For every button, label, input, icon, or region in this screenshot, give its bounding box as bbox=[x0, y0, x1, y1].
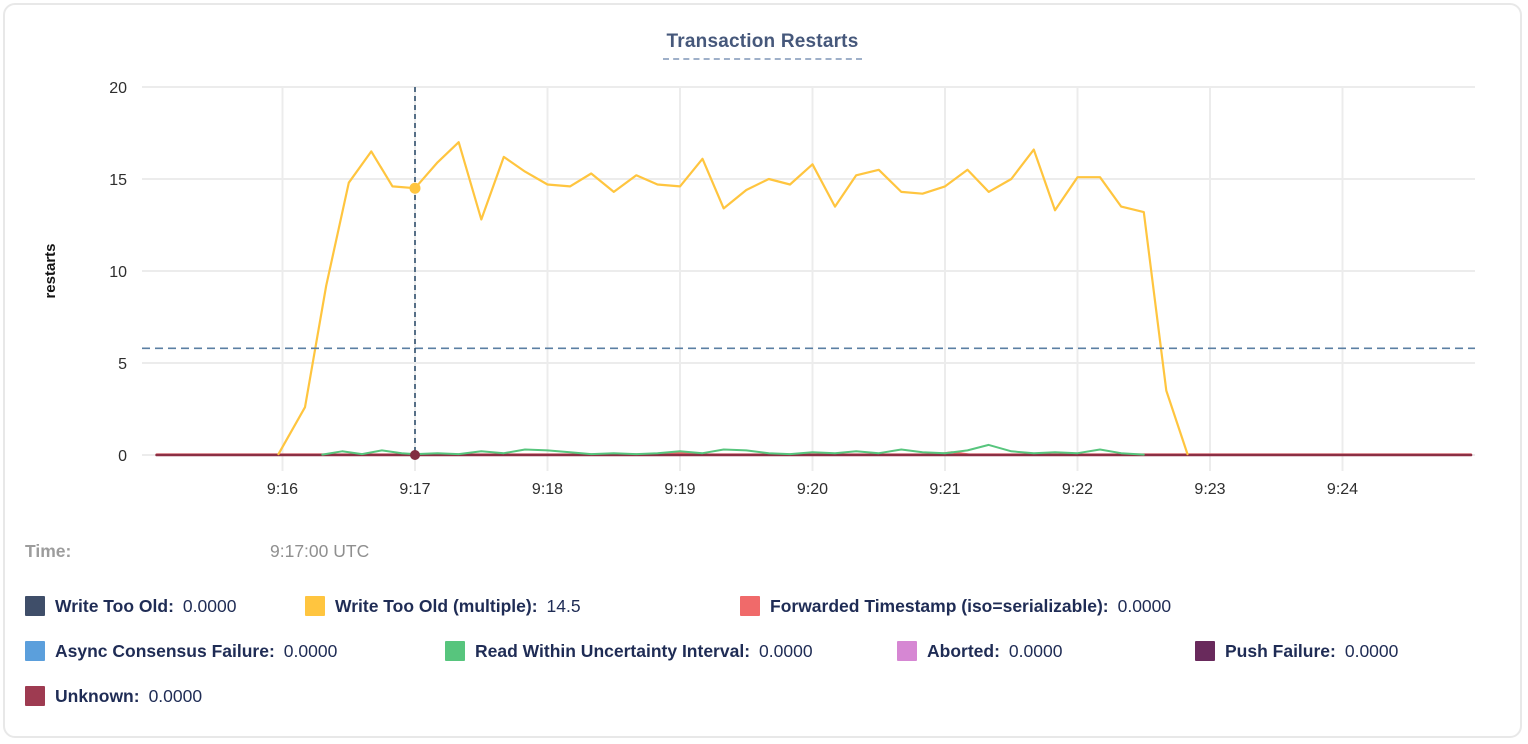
legend-row-1: Write Too Old: 0.0000 Write Too Old (multi… bbox=[25, 594, 1510, 618]
x-tick-label: 9:16 bbox=[267, 481, 298, 498]
hover-marker bbox=[409, 182, 421, 194]
x-tick-label: 9:20 bbox=[797, 481, 828, 498]
legend-item-write-too-old-multiple: Write Too Old (multiple): 14.5 bbox=[305, 596, 740, 617]
legend-item-write-too-old: Write Too Old: 0.0000 bbox=[25, 596, 305, 617]
chart-card: Transaction Restarts 0 5 10 15 20 9:16 9:17 9:1… bbox=[3, 3, 1522, 738]
legend-value: 0.0000 bbox=[1008, 640, 1063, 661]
x-tick-label: 9:23 bbox=[1194, 481, 1225, 498]
legend-swatch-aborted bbox=[897, 641, 917, 661]
x-tick-label: 9:24 bbox=[1327, 481, 1358, 498]
legend-value: 0.0000 bbox=[1117, 595, 1172, 616]
legend-row-3: Unknown: 0.0000 bbox=[25, 684, 1510, 708]
legend-label: Read Within Uncertainty Interval: bbox=[475, 640, 751, 661]
legend-value: 0.0000 bbox=[148, 685, 203, 706]
legend-row-2: Async Consensus Failure: 0.0000 Read Withi… bbox=[25, 639, 1510, 663]
time-value: 9:17:00 UTC bbox=[270, 541, 370, 561]
legend-label: Aborted: bbox=[927, 640, 1000, 661]
legend-swatch-write-too-old-multiple bbox=[305, 596, 325, 616]
y-tick-label: 20 bbox=[109, 80, 127, 97]
legend-swatch-read-within-uncertainty-interval bbox=[445, 641, 465, 661]
legend-swatch-push-failure bbox=[1195, 641, 1215, 661]
legend-label: Async Consensus Failure: bbox=[55, 640, 275, 661]
y-tick-label: 5 bbox=[118, 356, 127, 373]
y-tick-label: 15 bbox=[109, 172, 127, 189]
legend-swatch-unknown bbox=[25, 686, 45, 706]
y-tick-label: 10 bbox=[109, 264, 127, 281]
legend-label: Write Too Old (multiple): bbox=[335, 595, 538, 616]
hover-marker bbox=[410, 450, 420, 460]
y-tick-label: 0 bbox=[118, 448, 127, 465]
x-tick-label: 9:18 bbox=[532, 481, 563, 498]
legend-value: 0.0000 bbox=[283, 640, 338, 661]
chart-title-wrap: Transaction Restarts bbox=[5, 31, 1520, 60]
legend-item-read-within-uncertainty-interval: Read Within Uncertainty Interval: 0.0000 bbox=[445, 641, 897, 662]
legend-item-forwarded-timestamp-iso-serializable: Forwarded Timestamp (iso=serializable): 0… bbox=[740, 596, 1171, 617]
legend-item-push-failure: Push Failure: 0.0000 bbox=[1195, 641, 1398, 662]
hover-time-row: Time: 9:17:00 UTC bbox=[5, 541, 1520, 565]
legend-value: 0.0000 bbox=[759, 640, 813, 661]
x-tick-label: 9:21 bbox=[929, 481, 960, 498]
transaction-restarts-chart[interactable]: 0 5 10 15 20 9:16 9:17 9:18 9:19 9:20 9:21 9:22 9:23… bbox=[5, 5, 1528, 525]
y-axis-title: restarts bbox=[42, 243, 59, 298]
legend-label: Forwarded Timestamp (iso=serializable): bbox=[770, 595, 1109, 616]
legend-item-aborted: Aborted: 0.0000 bbox=[897, 641, 1195, 662]
legend-value: 14.5 bbox=[546, 595, 581, 616]
series-write-too-old-multiple bbox=[277, 141, 1189, 456]
series-read-within-uncertainty-interval bbox=[321, 443, 1145, 456]
x-tick-label: 9:17 bbox=[399, 481, 430, 498]
legend-item-async-consensus-failure: Async Consensus Failure: 0.0000 bbox=[25, 641, 445, 662]
legend-label: Write Too Old: bbox=[55, 595, 174, 616]
x-tick-label: 9:19 bbox=[664, 481, 695, 498]
legend-swatch-write-too-old bbox=[25, 596, 45, 616]
time-label: Time: bbox=[25, 541, 72, 561]
legend-swatch-async-consensus-failure bbox=[25, 641, 45, 661]
legend-label: Unknown: bbox=[55, 685, 140, 706]
legend-swatch-forwarded-timestamp-iso-serializable bbox=[740, 596, 760, 616]
chart-title[interactable]: Transaction Restarts bbox=[662, 31, 863, 60]
legend-item-unknown: Unknown: 0.0000 bbox=[25, 686, 202, 707]
legend-label: Push Failure: bbox=[1225, 640, 1336, 661]
legend-value: 0.0000 bbox=[1344, 640, 1399, 661]
legend-value: 0.0000 bbox=[182, 595, 237, 616]
x-tick-label: 9:22 bbox=[1062, 481, 1093, 498]
